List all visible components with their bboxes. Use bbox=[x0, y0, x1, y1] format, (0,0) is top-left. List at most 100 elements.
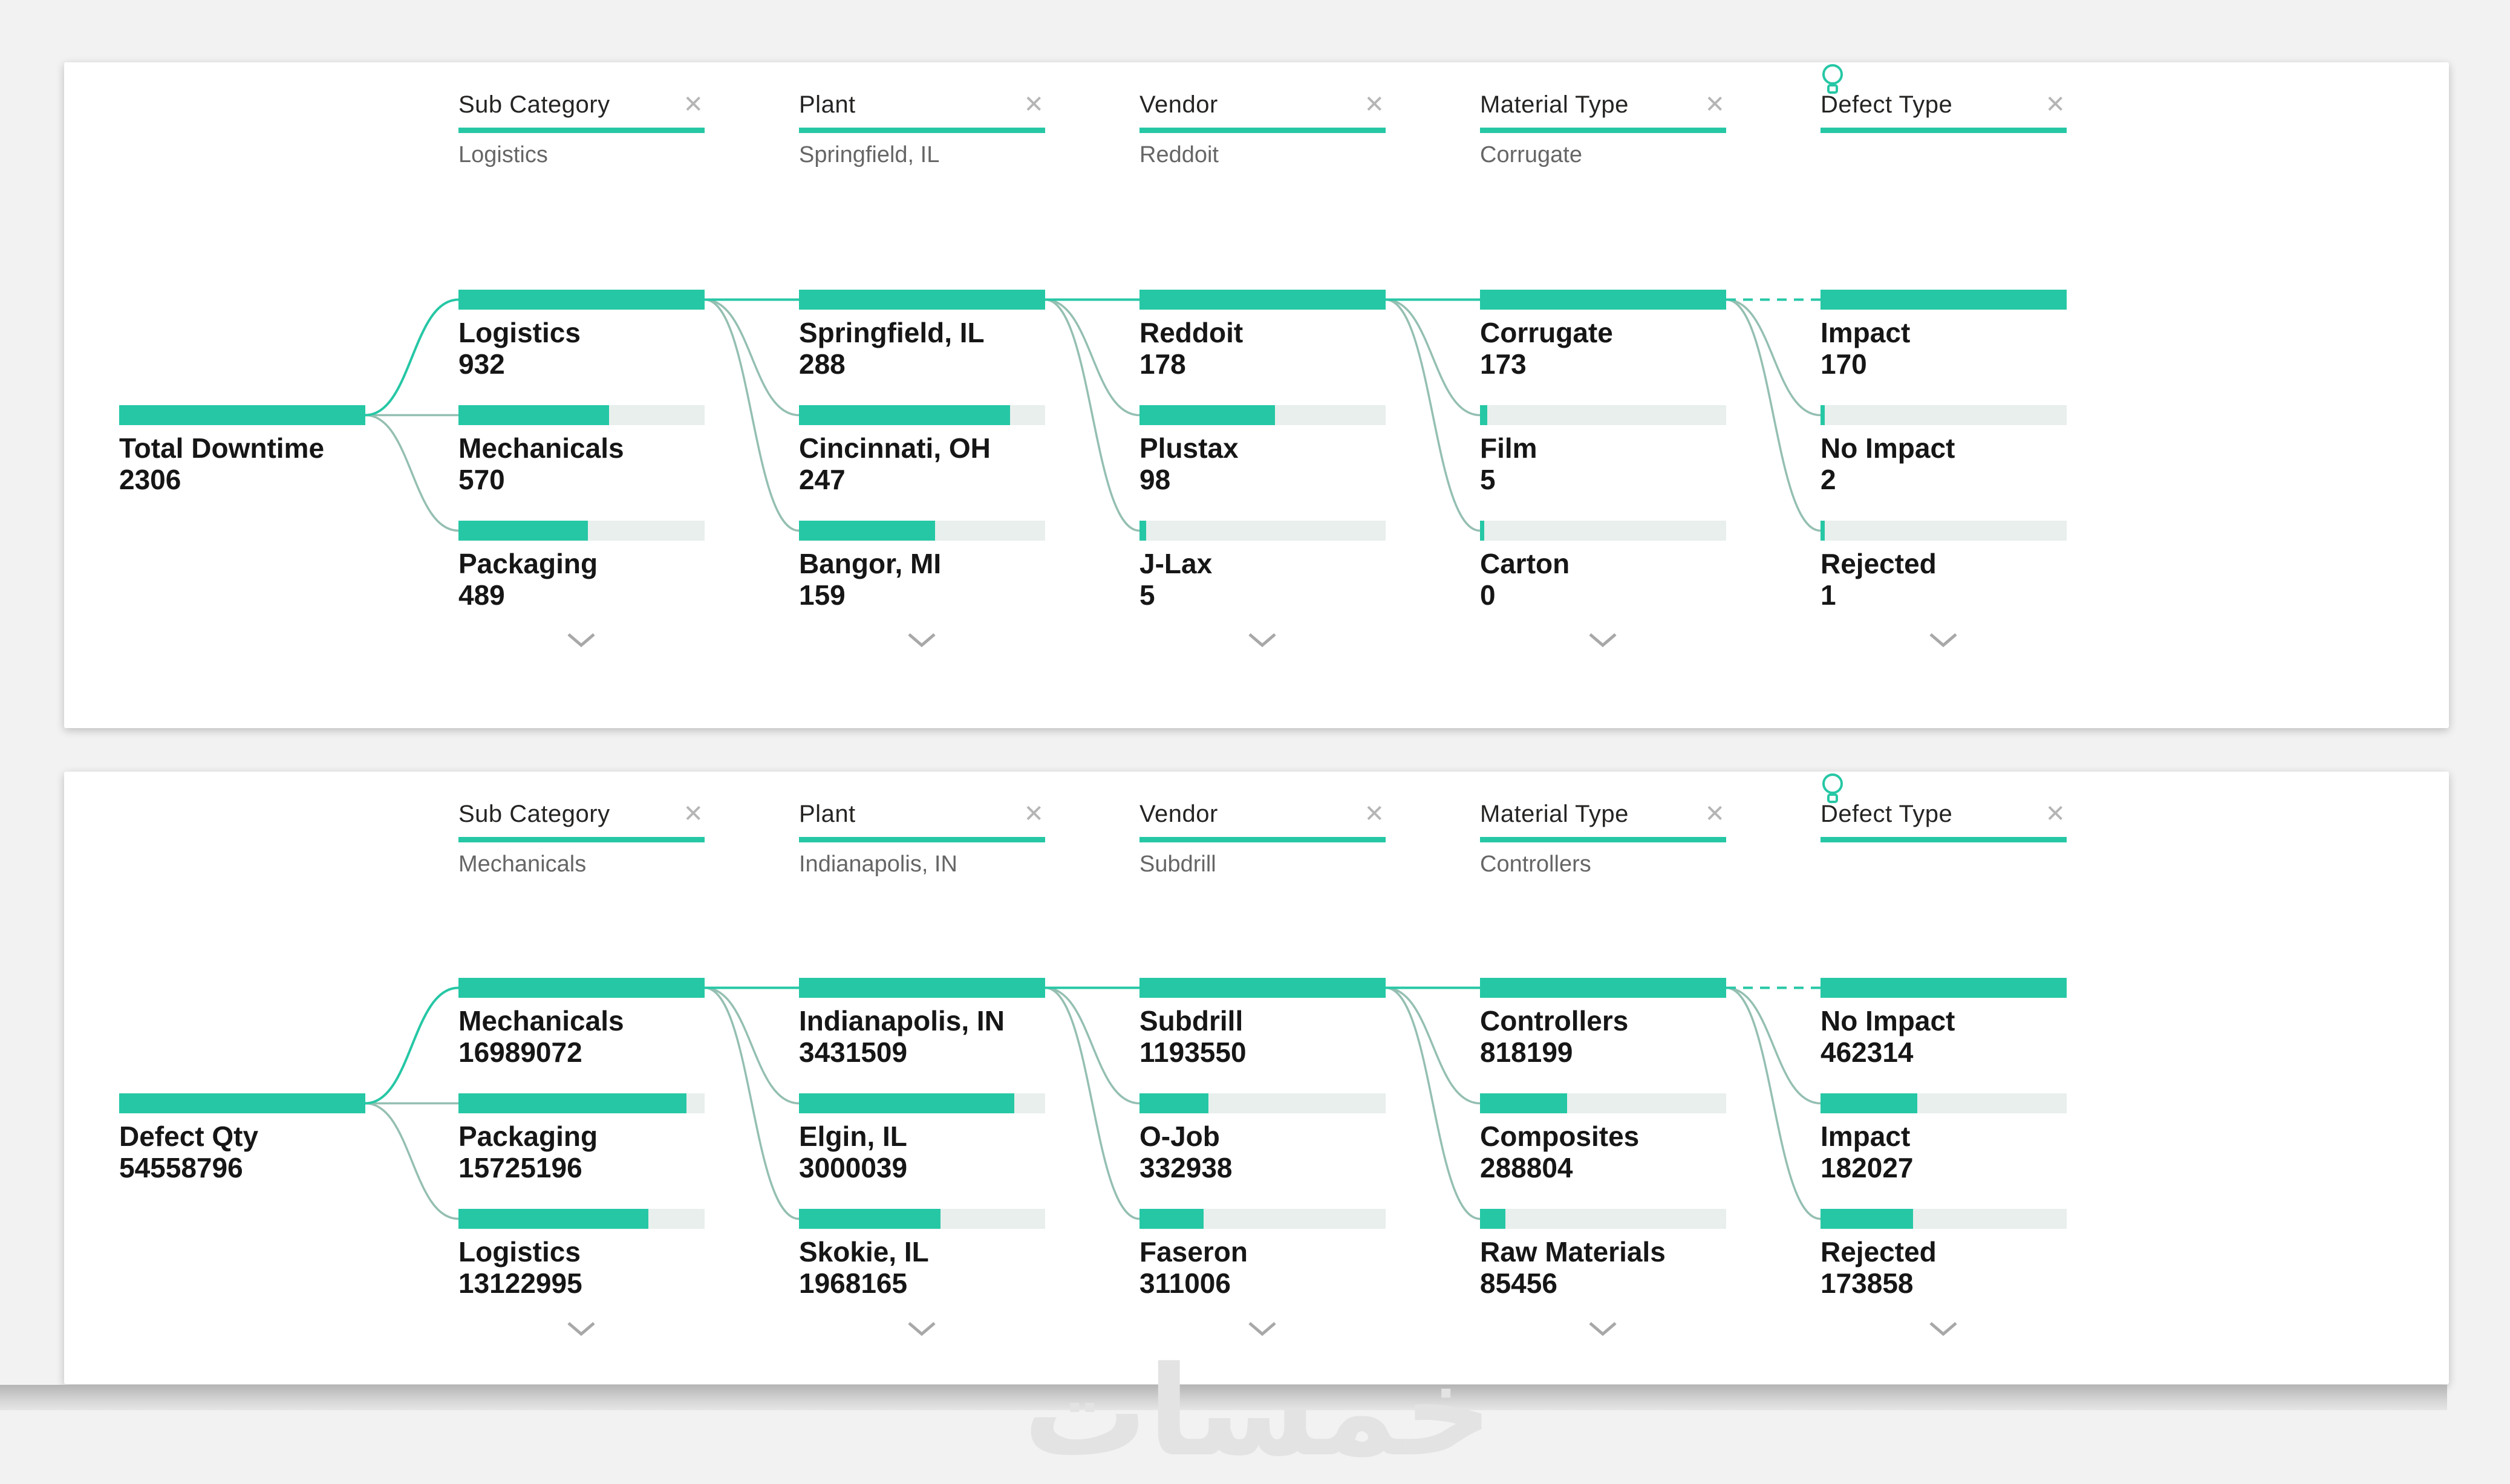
chevron-down-icon bbox=[1248, 1322, 1276, 1336]
node-value: 489 bbox=[458, 579, 505, 611]
tree-node[interactable]: Indianapolis, IN 3431509 bbox=[799, 978, 1045, 1068]
node-bar-fill bbox=[1821, 1093, 1918, 1113]
close-icon[interactable]: ✕ bbox=[2045, 801, 2065, 827]
node-label: Raw Materials bbox=[1480, 1236, 1666, 1268]
tree-node[interactable]: Logistics 13122995 bbox=[458, 1209, 705, 1299]
chevron-down-icon bbox=[1929, 633, 1957, 648]
node-label: Faseron bbox=[1139, 1236, 1248, 1268]
close-icon[interactable]: ✕ bbox=[1364, 91, 1384, 118]
node-label: Logistics bbox=[458, 317, 581, 348]
expand-more-button[interactable] bbox=[1248, 633, 1277, 648]
level-header-label: Plant bbox=[799, 801, 856, 827]
connector bbox=[1045, 986, 1140, 1220]
tree-node[interactable]: Carton 0 bbox=[1480, 521, 1726, 611]
node-label: Skokie, IL bbox=[799, 1236, 929, 1268]
node-value: 1193550 bbox=[1139, 1037, 1247, 1068]
expand-more-button[interactable] bbox=[907, 1321, 936, 1337]
node-value: 178 bbox=[1139, 348, 1186, 380]
tree-node[interactable]: J-Lax 5 bbox=[1139, 521, 1386, 611]
connector bbox=[1726, 298, 1821, 417]
connector bbox=[1726, 986, 1821, 1220]
header-underline bbox=[1480, 837, 1726, 842]
node-value: 182027 bbox=[1821, 1152, 1914, 1183]
root-node[interactable]: Total Downtime 2306 bbox=[119, 405, 365, 495]
tree-node[interactable]: Packaging 489 bbox=[458, 521, 705, 611]
node-bar bbox=[119, 405, 365, 425]
tree-node[interactable]: Raw Materials 85456 bbox=[1480, 1209, 1726, 1299]
tree-node[interactable]: No Impact 2 bbox=[1821, 405, 2067, 495]
tree-node[interactable]: Film 5 bbox=[1480, 405, 1726, 495]
expand-more-button[interactable] bbox=[1248, 1321, 1277, 1337]
tree-node[interactable]: No Impact 462314 bbox=[1821, 978, 2067, 1068]
expand-more-button[interactable] bbox=[1929, 633, 1958, 648]
connector bbox=[1385, 298, 1481, 532]
node-value: 1968165 bbox=[799, 1268, 908, 1299]
expand-more-button[interactable] bbox=[1588, 1321, 1617, 1337]
tree-node[interactable]: Subdrill 1193550 bbox=[1139, 978, 1386, 1068]
node-bar bbox=[458, 1093, 705, 1113]
chevron-down-icon bbox=[908, 1322, 936, 1336]
close-icon[interactable]: ✕ bbox=[2045, 91, 2065, 118]
level-header-selected-value: Springfield, IL bbox=[799, 142, 940, 168]
tree-node[interactable]: Impact 182027 bbox=[1821, 1093, 2067, 1183]
tree-node[interactable]: Springfield, IL 288 bbox=[799, 290, 1045, 380]
tree-node[interactable]: Corrugate 173 bbox=[1480, 290, 1726, 380]
tree-node[interactable]: Elgin, IL 3000039 bbox=[799, 1093, 1045, 1183]
tree-node[interactable]: Cincinnati, OH 247 bbox=[799, 405, 1045, 495]
expand-more-button[interactable] bbox=[1929, 1321, 1958, 1337]
tree-node[interactable]: Impact 170 bbox=[1821, 290, 2067, 380]
tree-node[interactable]: Logistics 932 bbox=[458, 290, 705, 380]
close-icon[interactable]: ✕ bbox=[1704, 801, 1725, 827]
node-bar-fill bbox=[458, 1209, 649, 1229]
tree-node[interactable]: Controllers 818199 bbox=[1480, 978, 1726, 1068]
close-icon[interactable]: ✕ bbox=[1023, 801, 1044, 827]
node-label: Springfield, IL bbox=[799, 317, 985, 348]
level-header: Plant ✕ Indianapolis, IN bbox=[799, 772, 1045, 880]
tree-node[interactable]: Mechanicals 16989072 bbox=[458, 978, 705, 1068]
bulb-icon bbox=[1822, 64, 1843, 94]
expand-more-button[interactable] bbox=[907, 633, 936, 648]
close-icon[interactable]: ✕ bbox=[683, 801, 703, 827]
tree-node[interactable]: Composites 288804 bbox=[1480, 1093, 1726, 1183]
header-underline bbox=[1480, 128, 1726, 133]
close-icon[interactable]: ✕ bbox=[1364, 801, 1384, 827]
tree-node[interactable]: Reddoit 178 bbox=[1139, 290, 1386, 380]
node-label: No Impact bbox=[1821, 1005, 1955, 1037]
tree-node[interactable]: Skokie, IL 1968165 bbox=[799, 1209, 1045, 1299]
tree-node[interactable]: Packaging 15725196 bbox=[458, 1093, 705, 1183]
node-bar bbox=[799, 1093, 1045, 1113]
node-bar bbox=[1821, 978, 2067, 998]
level-header-selected-value: Indianapolis, IN bbox=[799, 851, 957, 877]
tree-node[interactable]: Plustax 98 bbox=[1139, 405, 1386, 495]
connector bbox=[1385, 298, 1481, 417]
node-bar bbox=[1139, 405, 1386, 425]
close-icon[interactable]: ✕ bbox=[683, 91, 703, 118]
tree-node[interactable]: Rejected 173858 bbox=[1821, 1209, 2067, 1299]
tree-node[interactable]: O-Job 332938 bbox=[1139, 1093, 1386, 1183]
chevron-down-icon bbox=[1589, 1322, 1617, 1336]
tree-node[interactable]: Mechanicals 570 bbox=[458, 405, 705, 495]
watermark-band bbox=[0, 1385, 2447, 1410]
node-bar bbox=[1480, 1209, 1726, 1229]
root-node[interactable]: Defect Qty 54558796 bbox=[119, 1093, 365, 1183]
close-icon[interactable]: ✕ bbox=[1704, 91, 1725, 118]
node-value: 3431509 bbox=[799, 1037, 908, 1068]
level-header-label: Sub Category bbox=[458, 801, 610, 827]
connector bbox=[704, 986, 800, 1220]
connector bbox=[1045, 298, 1140, 532]
node-value: 2306 bbox=[119, 464, 181, 495]
node-label: Elgin, IL bbox=[799, 1121, 907, 1152]
expand-more-button[interactable] bbox=[1588, 633, 1617, 648]
tree-node[interactable]: Rejected 1 bbox=[1821, 521, 2067, 611]
node-bar-fill bbox=[1480, 978, 1726, 998]
expand-more-button[interactable] bbox=[567, 1321, 596, 1337]
tree-node[interactable]: Bangor, MI 159 bbox=[799, 521, 1045, 611]
close-icon[interactable]: ✕ bbox=[1023, 91, 1044, 118]
chevron-down-icon bbox=[567, 1322, 595, 1336]
tree-node[interactable]: Faseron 311006 bbox=[1139, 1209, 1386, 1299]
node-bar bbox=[119, 1093, 365, 1113]
node-label: Reddoit bbox=[1139, 317, 1244, 348]
node-bar-fill bbox=[1139, 290, 1386, 310]
expand-more-button[interactable] bbox=[567, 633, 596, 648]
node-bar-fill bbox=[1139, 978, 1386, 998]
